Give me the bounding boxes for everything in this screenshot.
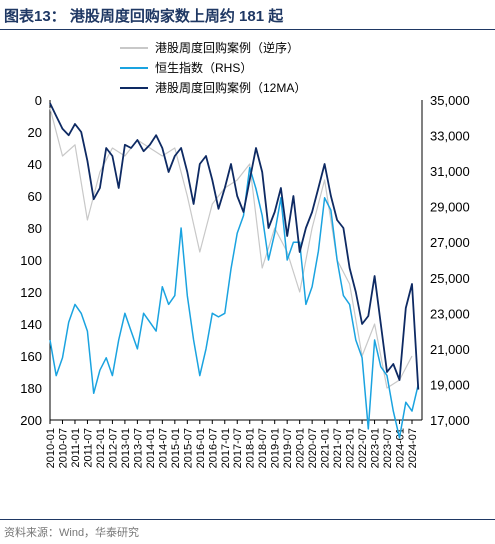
y-left-tick-label: 80 [28,221,42,236]
y-right-tick-label: 33,000 [430,129,470,144]
x-tick-label: 2023-07 [382,428,394,468]
x-tick-label: 2014-01 [145,428,157,468]
x-tick-label: 2016-07 [207,428,219,468]
x-tick-label: 2018-01 [245,428,257,468]
y-left-tick-label: 200 [20,413,42,428]
y-right-tick-label: 19,000 [430,377,470,392]
axes: 0 20 40 60 80 100 120 140 160 180 200 17,000 19,000 2… [20,93,469,468]
legend-label-repurchase-12ma: 港股周度回购案例（12MA） [155,80,306,95]
y-right-tick-label: 29,000 [430,200,470,215]
x-tick-label: 2011-07 [82,428,94,468]
x-tick-label: 2010-01 [45,428,57,468]
x-tick-label: 2019-01 [270,428,282,468]
x-tick-label: 2021-07 [332,428,344,468]
x-tick-label: 2016-01 [195,428,207,468]
footer-divider [0,519,495,520]
series-line-repurchase-12ma [49,102,420,390]
y-right-tick-label: 17,000 [430,413,470,428]
x-tick-label: 2020-01 [295,428,307,468]
y-right-tick-label: 21,000 [430,342,470,357]
chart-title: 图表13： 港股周度回购家数上周约 181 起 [4,8,284,25]
x-tick-label: 2019-07 [282,428,294,468]
y-left-tick-label: 60 [28,189,42,204]
x-tick-label: 2021-01 [320,428,332,468]
x-tick-label: 2017-07 [232,428,244,468]
x-tick-label: 2013-01 [120,428,132,468]
x-tick-label: 2024-01 [395,428,407,468]
source-note: 资料来源：Wind，华泰研究 [4,527,140,539]
x-tick-label: 2022-01 [345,428,357,468]
x-tick-label: 2020-07 [307,428,319,468]
title-divider [0,29,495,30]
y-left-tick-label: 160 [20,349,42,364]
y-left-tick-label: 140 [20,317,42,332]
x-tick-label: 2015-07 [182,428,194,468]
x-tick-label: 2018-07 [257,428,269,468]
x-tick-label: 2012-01 [95,428,107,468]
x-tick-label: 2015-01 [170,428,182,468]
y-left-tick-label: 0 [35,93,42,108]
y-left-tick-label: 100 [20,253,42,268]
x-tick-label: 2017-01 [220,428,232,468]
y-left-tick-label: 40 [28,157,42,172]
x-tick-label: 2010-07 [57,428,69,468]
y-left-tick-label: 120 [20,285,42,300]
legend: 港股周度回购案例（逆序） 恒生指数（RHS） 港股周度回购案例（12MA） [120,40,306,95]
x-tick-label: 2023-01 [370,428,382,468]
chart-area: 港股周度回购案例（逆序） 恒生指数（RHS） 港股周度回购案例（12MA） 0 2… [20,40,469,468]
series-line-hsi [49,166,420,439]
title-bar: 图表13： 港股周度回购家数上周约 181 起 [0,0,495,29]
x-tick-label: 2012-07 [107,428,119,468]
y-right-tick-label: 25,000 [430,271,470,286]
x-tick-label: 2022-07 [357,428,369,468]
y-right-tick-label: 23,000 [430,306,470,321]
x-tick-label: 2011-01 [70,428,82,468]
x-tick-label: 2024-07 [407,428,419,468]
y-left-tick-label: 180 [20,381,42,396]
legend-label-hsi: 恒生指数（RHS） [155,60,252,75]
y-right-tick-label: 31,000 [430,164,470,179]
series-layer [49,102,420,439]
y-right-tick-label: 27,000 [430,235,470,250]
x-tick-label: 2013-07 [132,428,144,468]
y-left-tick-label: 20 [28,125,42,140]
x-tick-label: 2014-07 [157,428,169,468]
legend-label-repurchase-inverted: 港股周度回购案例（逆序） [155,40,299,55]
y-right-tick-label: 35,000 [430,93,470,108]
